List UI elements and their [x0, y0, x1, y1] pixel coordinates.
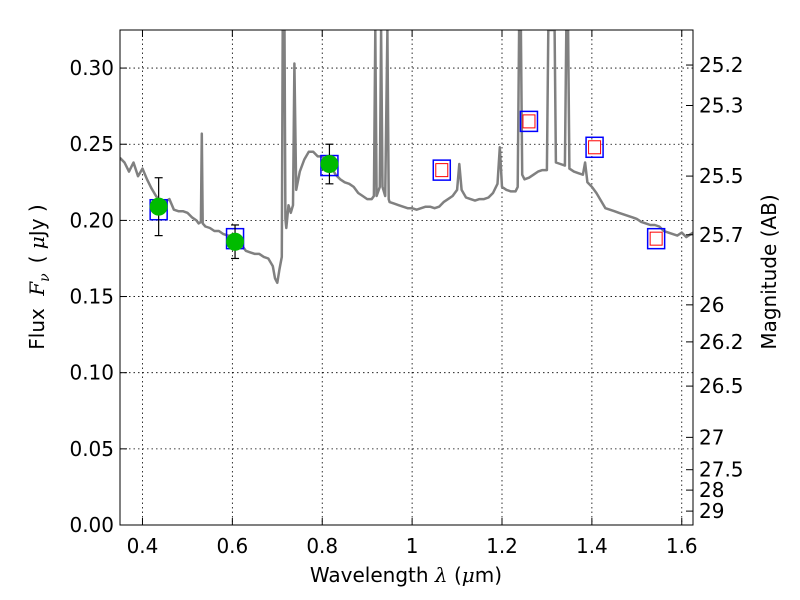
y-tick-label: 0.05 [69, 437, 114, 461]
sed-model-line [120, 30, 693, 285]
mag-tick-label: 29 [699, 499, 724, 523]
model-photometry-square [646, 227, 666, 250]
y-axis-title: Flux Fν( μJy ) [25, 204, 53, 349]
x-tick-label: 0.4 [127, 534, 159, 558]
model-photometry-inner-square [649, 231, 663, 246]
model-photometry-square [585, 136, 604, 159]
model-photometry-inner-square [588, 140, 602, 155]
ticks: 0.4 0.6 0.8 1 1.2 1.4 1.6 0.00 0.05 0.10 0.15 0.20 0… [69, 30, 744, 558]
x-tick-label: 1 [406, 534, 419, 558]
marker-layer [149, 110, 666, 260]
grid [120, 30, 693, 526]
mag-tick-label: 26 [699, 293, 724, 317]
plot-frame [119, 29, 694, 526]
mag-tick-label: 26.5 [699, 374, 744, 398]
x-tick-label: 1.2 [486, 534, 518, 558]
mag-tick-label: 26.2 [699, 330, 744, 354]
y-tick-label: 0.25 [69, 132, 114, 156]
x-axis-title: Wavelength λ (μm) [310, 563, 502, 587]
mag-tick-label: 25.5 [699, 164, 744, 188]
measured-flux-point [149, 197, 168, 216]
mag-tick-label: 27.5 [699, 458, 744, 482]
mag-tick-label: 25.2 [699, 53, 744, 77]
mag-tick-label: 27 [699, 425, 724, 449]
y-tick-label: 0.20 [69, 208, 114, 232]
measured-flux-point [320, 155, 339, 174]
x-tick-label: 1.6 [666, 534, 698, 558]
model-photometry-inner-square [522, 114, 536, 129]
y-tick-label: 0.30 [69, 56, 114, 80]
plot-area [120, 30, 693, 285]
model-photometry-square [519, 110, 539, 133]
y2-axis-title: Magnitude (AB) [757, 194, 781, 349]
x-tick-label: 0.6 [216, 534, 248, 558]
y-tick-label: 0.00 [69, 513, 114, 537]
model-photometry-inner-square [435, 163, 449, 178]
model-photometry-square [432, 159, 452, 181]
x-tick-label: 0.8 [306, 534, 338, 558]
y-tick-label: 0.15 [69, 285, 114, 309]
x-tick-label: 1.4 [576, 534, 608, 558]
measured-flux-point [226, 232, 245, 251]
y-tick-label: 0.10 [69, 361, 114, 385]
mag-tick-label: 25.3 [699, 94, 744, 118]
mag-tick-label: 28 [699, 478, 724, 502]
mag-tick-label: 25.7 [699, 223, 744, 247]
